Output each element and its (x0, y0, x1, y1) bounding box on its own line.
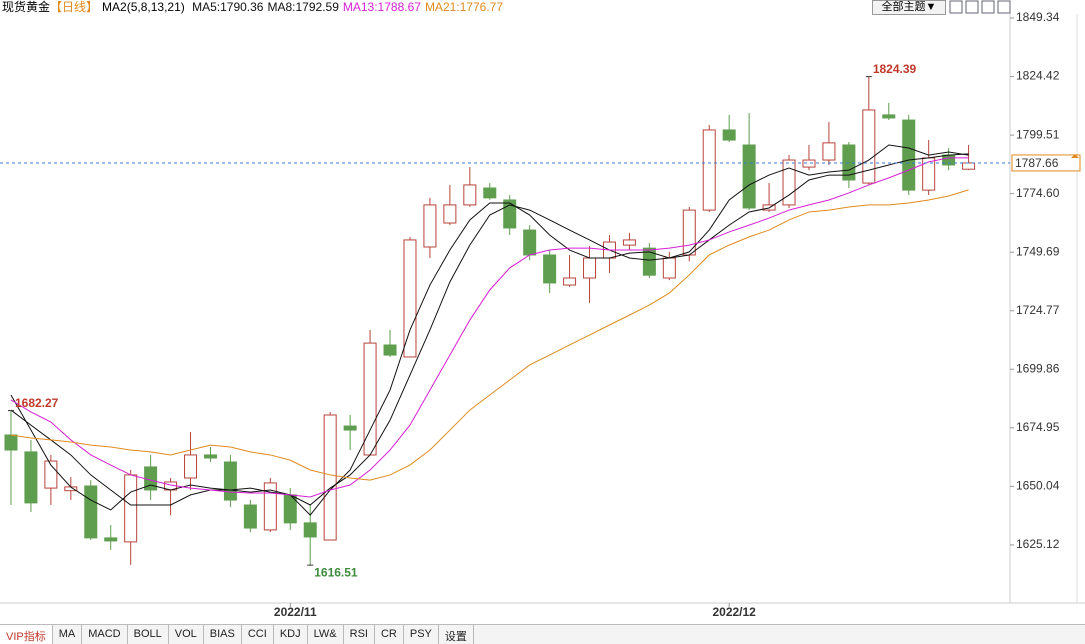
ma-line (10, 157, 969, 498)
last-price-label: 1787.66 (1015, 156, 1059, 170)
tab[interactable]: VOL (169, 625, 204, 644)
candle-body (622, 239, 636, 246)
candle-body (822, 142, 836, 161)
tab[interactable]: 设置 (439, 625, 474, 644)
icon[interactable] (997, 0, 1011, 14)
tab[interactable]: MA (53, 625, 83, 644)
tab[interactable]: PSY (404, 625, 439, 644)
y-tick-label: 1824.42 (1016, 69, 1060, 83)
candle-body (503, 199, 517, 229)
candle-body (243, 504, 257, 529)
candle-body (563, 277, 577, 286)
y-tick-label: 1674.95 (1016, 420, 1060, 434)
indicator: MA2(5,8,13,21) (102, 0, 185, 14)
legend-entry: MA5:1790.36 (192, 0, 264, 14)
tab[interactable]: MACD (82, 625, 128, 644)
y-tick-label: 1650.04 (1016, 479, 1060, 493)
ma-line (10, 189, 969, 481)
candle-body (782, 159, 796, 206)
y-tick-label: 1625.12 (1016, 537, 1060, 551)
candle-body (383, 344, 397, 356)
candle-body (463, 184, 477, 206)
legend-entry: MA13:1788.67 (342, 0, 421, 14)
period: 【日线】 (50, 0, 99, 14)
candle-body (4, 434, 18, 451)
candle-body (942, 154, 956, 166)
candle-body (263, 482, 277, 531)
candle-body (583, 257, 597, 279)
tab[interactable]: BIAS (204, 625, 242, 644)
theme-button[interactable]: 全部主题▼ (872, 0, 946, 15)
tab[interactable]: CCI (242, 625, 274, 644)
toolbar-icons (949, 0, 1011, 14)
candle-body (24, 451, 38, 504)
candle-body (323, 414, 337, 541)
legend-entry: MA8:1792.59 (267, 0, 339, 14)
candle-body (124, 474, 138, 543)
header: 现货黄金【日线】 MA2(5,8,13,21) MA5:1790.36 MA8:17… (2, 0, 507, 15)
icon[interactable] (965, 0, 979, 14)
candle-body (523, 229, 537, 256)
instrument: 现货黄金 (2, 0, 51, 14)
candle-body (423, 204, 437, 248)
annotation: 1682.27 (15, 396, 59, 410)
candle-body (862, 109, 876, 184)
y-tick-label: 1799.51 (1016, 127, 1060, 141)
candle-body (543, 254, 557, 284)
annotation: 1616.51 (314, 565, 358, 579)
tab[interactable]: CR (375, 625, 404, 644)
candle-body (203, 454, 217, 459)
candle-body (104, 537, 118, 542)
candle-body (184, 454, 198, 479)
tab[interactable]: KDJ (274, 625, 308, 644)
y-tick-label: 1774.60 (1016, 186, 1060, 200)
annotation: 1824.39 (873, 62, 917, 76)
candle-body (403, 239, 417, 358)
chart: 1625.12 1650.04 1674.95 1699.86 1724.77 1749.… (0, 0, 1085, 619)
candle-body (443, 204, 457, 224)
y-tick-label: 1849.34 (1016, 10, 1060, 24)
icon[interactable] (949, 0, 963, 14)
last-price-arrow (1071, 153, 1079, 158)
candle-body (802, 159, 816, 168)
ma-line (10, 153, 969, 506)
y-tick-label: 1749.69 (1016, 244, 1060, 258)
candle-body (642, 247, 656, 276)
tab-bar: VIP指标 MA MACD BOLL VOL BIAS CCI KDJ LW& RSI CR PSY 设… (0, 624, 1085, 644)
candle-body (702, 129, 716, 211)
x-tick-label: 2022/11 (274, 605, 317, 619)
x-tick-label: 2022/12 (712, 605, 756, 619)
tab[interactable]: LW& (308, 625, 344, 644)
candle-body (682, 209, 696, 256)
candle-body (742, 144, 756, 209)
candle-body (223, 461, 237, 501)
tab[interactable]: BOLL (128, 625, 169, 644)
candle-body (343, 425, 357, 431)
candle-body (483, 187, 497, 199)
candle-body (662, 257, 676, 279)
last-price-box (1011, 154, 1081, 172)
candle-body (902, 119, 916, 191)
y-tick-label: 1699.86 (1016, 361, 1060, 375)
candle-body (722, 129, 736, 141)
candle-body (303, 522, 317, 538)
candle-body (84, 485, 98, 539)
ma-line (10, 144, 969, 516)
legend-entry: MA21:1776.77 (424, 0, 503, 14)
candle-body (882, 114, 896, 119)
y-tick-label: 1724.77 (1016, 303, 1060, 317)
tab[interactable]: RSI (344, 625, 375, 644)
icon[interactable] (981, 0, 995, 14)
tab[interactable]: VIP指标 (0, 625, 53, 644)
candle-body (962, 162, 976, 170)
